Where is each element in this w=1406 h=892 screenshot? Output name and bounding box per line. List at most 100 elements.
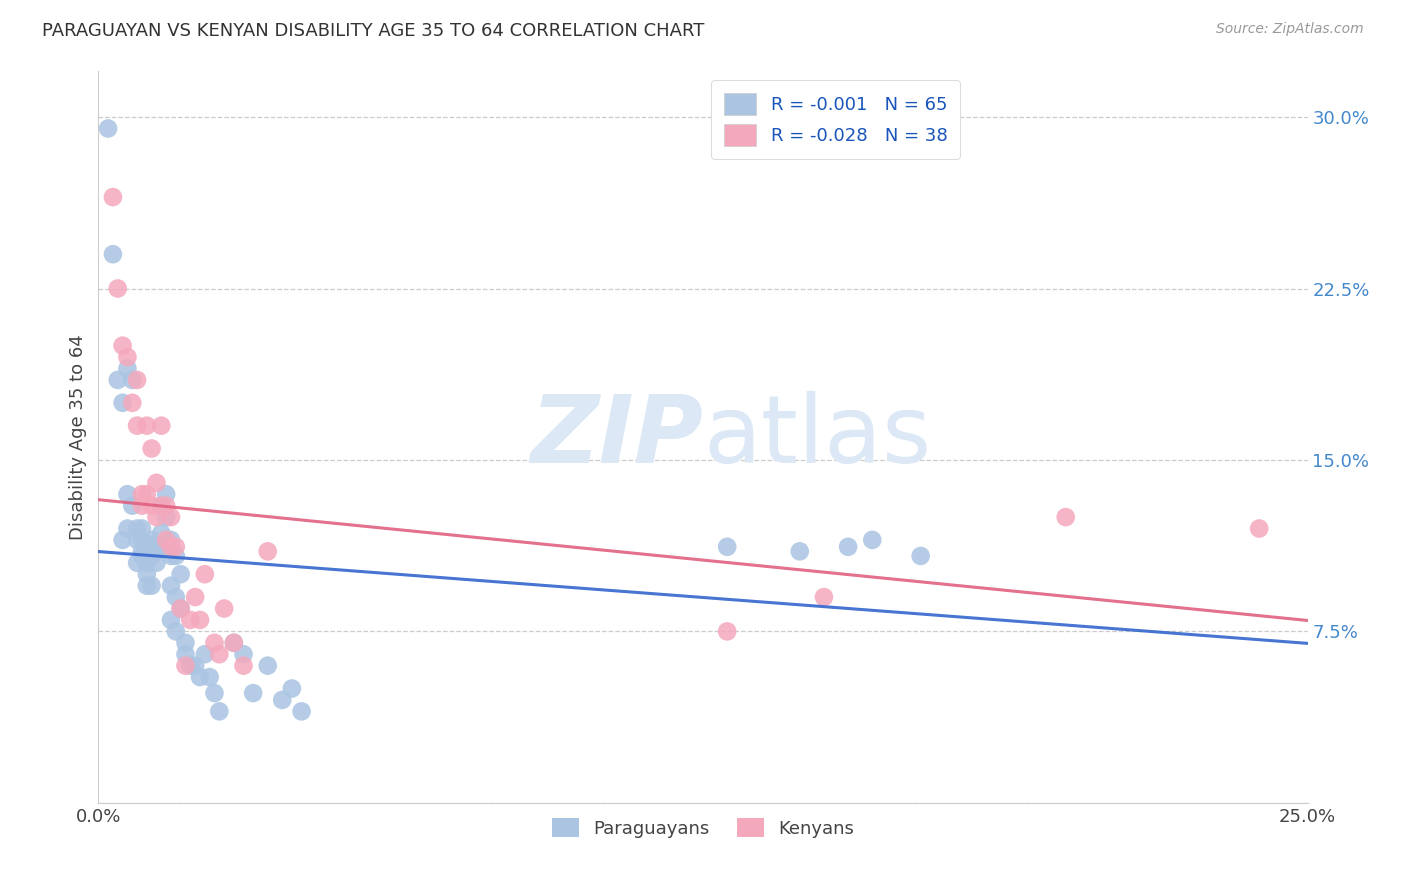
Point [232,658,254,673]
Point [101,190,124,204]
Point [160,533,183,547]
Point [155,487,177,501]
Point [160,579,183,593]
Point [281,681,304,696]
Point [208,647,231,661]
Point [716,624,738,639]
Point [184,590,207,604]
Point [135,579,157,593]
Point [131,499,153,513]
Point [135,549,157,563]
Point [198,670,221,684]
Point [179,658,201,673]
Point [131,533,153,547]
Point [160,540,183,554]
Point [150,540,173,554]
Point [135,418,157,433]
Point [141,533,163,547]
Point [150,418,173,433]
Point [101,247,124,261]
Point [910,549,932,563]
Point [160,510,183,524]
Point [145,475,167,490]
Point [145,544,167,558]
Point [131,549,153,563]
Point [121,373,143,387]
Point [135,487,157,501]
Point [194,567,217,582]
Point [141,499,163,513]
Point [271,693,294,707]
Point [127,418,149,433]
Point [169,601,191,615]
Point [117,361,139,376]
Point [165,540,187,554]
Point [169,601,191,615]
Point [169,567,191,582]
Point [121,396,143,410]
Point [188,613,211,627]
Point [174,636,197,650]
Point [135,567,157,582]
Point [165,624,187,639]
Point [107,373,129,387]
Point [813,590,835,604]
Y-axis label: Disability Age 35 to 64: Disability Age 35 to 64 [69,334,87,540]
Point [232,647,254,661]
Point [145,540,167,554]
Point [222,636,245,650]
Point [208,705,231,719]
Point [155,533,177,547]
Point [107,281,129,295]
Point [155,510,177,524]
Point [174,658,197,673]
Point [212,601,235,615]
Point [141,579,163,593]
Point [127,533,149,547]
Point [165,590,187,604]
Point [1249,521,1271,535]
Point [174,647,197,661]
Point [165,549,187,563]
Point [97,121,120,136]
Point [179,613,201,627]
Point [150,499,173,513]
Text: atlas: atlas [703,391,931,483]
Point [837,540,859,554]
Point [131,487,153,501]
Point [111,396,134,410]
Point [127,521,149,535]
Point [1054,510,1077,524]
Point [188,670,211,684]
Point [141,442,163,456]
Text: ZIP: ZIP [530,391,703,483]
Point [131,521,153,535]
Legend: Paraguayans, Kenyans: Paraguayans, Kenyans [544,811,862,845]
Point [290,705,312,719]
Point [160,549,183,563]
Point [145,510,167,524]
Point [160,613,183,627]
Point [121,499,143,513]
Text: Source: ZipAtlas.com: Source: ZipAtlas.com [1216,22,1364,37]
Point [204,686,226,700]
Text: PARAGUAYAN VS KENYAN DISABILITY AGE 35 TO 64 CORRELATION CHART: PARAGUAYAN VS KENYAN DISABILITY AGE 35 T… [42,22,704,40]
Point [135,537,157,551]
Point [194,647,217,661]
Point [117,487,139,501]
Point [145,556,167,570]
Point [127,556,149,570]
Point [789,544,811,558]
Point [155,499,177,513]
Point [150,526,173,541]
Point [184,658,207,673]
Point [127,373,149,387]
Point [131,544,153,558]
Point [716,540,738,554]
Point [111,338,134,352]
Point [117,350,139,364]
Point [111,533,134,547]
Point [141,549,163,563]
Point [860,533,883,547]
Point [256,544,278,558]
